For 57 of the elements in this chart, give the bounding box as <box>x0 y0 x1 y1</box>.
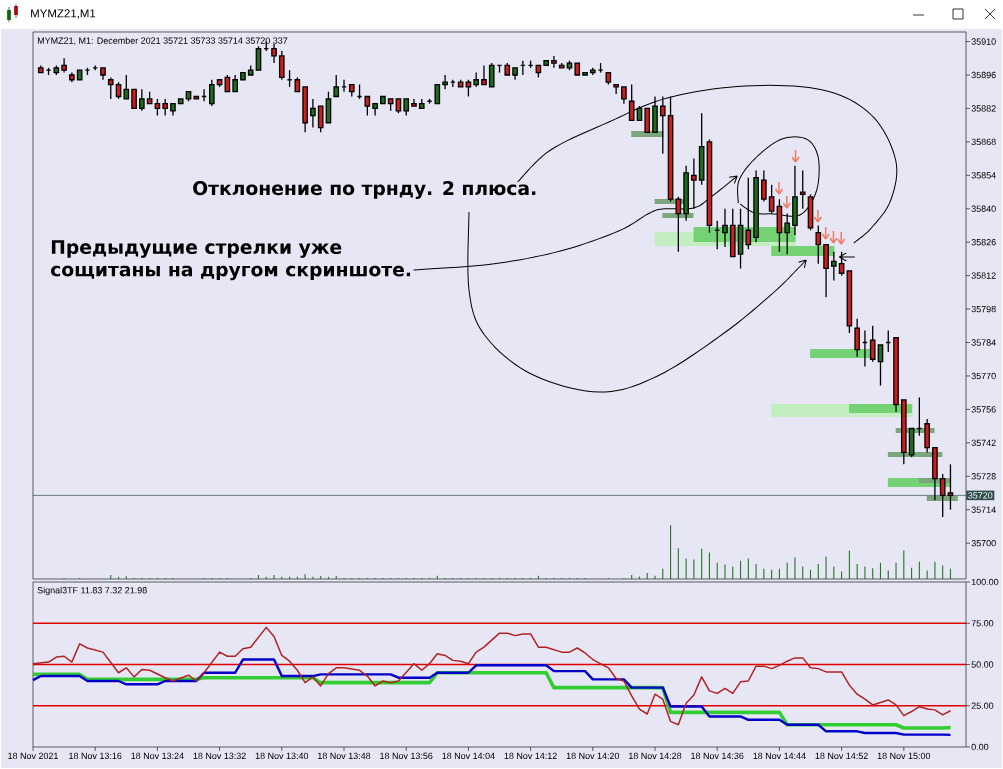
y-tick-label: 75.00 <box>971 620 994 627</box>
chart-title: MYMZ21,M1 <box>31 9 96 19</box>
y-tick-label: 35826 <box>971 239 996 246</box>
x-tick-label: 18 Nov 14:12 <box>504 752 557 760</box>
candlestick <box>691 157 697 210</box>
y-tick-label: 35784 <box>971 339 996 346</box>
ref-line-label: 35720 <box>968 492 993 499</box>
y-tick-label: 35812 <box>971 272 996 279</box>
candlestick <box>792 165 798 236</box>
y-tick-label: 35882 <box>971 105 996 112</box>
x-tick-label: 18 Nov 14:36 <box>691 752 744 760</box>
y-tick-label: 100.00 <box>971 578 999 586</box>
candlestick <box>271 43 277 64</box>
candlestick <box>139 88 145 112</box>
line-series <box>31 658 952 737</box>
x-tick-label: 18 Nov 13:40 <box>255 752 309 760</box>
annotation: Предыдущие стрелки уже <box>51 240 342 258</box>
x-tick-label: 18 Nov 14:04 <box>442 752 495 760</box>
y-tick-label: 35770 <box>971 372 996 380</box>
x-tick-label: 18 Nov 2021 <box>8 752 58 760</box>
x-tick-label: 18 Nov 13:16 <box>69 752 122 760</box>
y-tick-label: 50.00 <box>971 661 994 668</box>
y-tick-label: 35854 <box>971 172 996 179</box>
candlestick <box>551 55 557 69</box>
y-tick-label: 35910 <box>971 38 996 45</box>
candlestick <box>753 169 759 243</box>
x-tick-label: 18 Nov 14:28 <box>629 752 682 760</box>
y-tick-label: 35840 <box>971 205 996 212</box>
annotation: Отклонение по трнду. 2 плюса. <box>193 181 536 199</box>
candlestick <box>683 165 689 222</box>
y-tick-label: 35896 <box>971 71 996 79</box>
x-tick-label: 18 Nov 14:52 <box>815 752 868 760</box>
candlestick <box>761 169 767 203</box>
y-tick-label: 35868 <box>971 138 996 146</box>
x-tick-label: 18 Nov 13:56 <box>380 752 433 760</box>
y-tick-label: 35798 <box>971 305 996 313</box>
y-tick-label: 35728 <box>971 473 996 480</box>
y-tick-label: 35714 <box>971 506 996 513</box>
candlestick <box>442 74 448 90</box>
candlestick <box>310 98 316 129</box>
x-tick-label: 18 Nov 15:00 <box>877 752 931 760</box>
text: Signal3TF 11.83 7.32 21.98 <box>37 586 147 596</box>
y-tick-label: 35756 <box>971 406 996 413</box>
x-tick-label: 18 Nov 13:48 <box>318 752 371 760</box>
candlestick <box>722 208 728 248</box>
text: MYMZ21, M1: December 2021 35721 35733 35714 35720 337 <box>37 37 288 45</box>
x-tick-label: 18 Nov 14:44 <box>753 752 806 760</box>
annotation: сощитаны на другом скриншоте. <box>51 265 411 281</box>
y-tick-label: 25.00 <box>971 702 994 709</box>
x-tick-label: 18 Nov 13:24 <box>131 752 184 760</box>
y-tick-label: 35700 <box>971 539 996 547</box>
candlestick <box>924 418 930 454</box>
candlestick <box>61 57 67 74</box>
x-tick-label: 18 Nov 13:32 <box>193 752 246 760</box>
y-tick-label: 0.00 <box>971 743 989 751</box>
y-tick-label: 35742 <box>971 439 996 447</box>
x-tick-label: 18 Nov 14:20 <box>566 752 620 760</box>
